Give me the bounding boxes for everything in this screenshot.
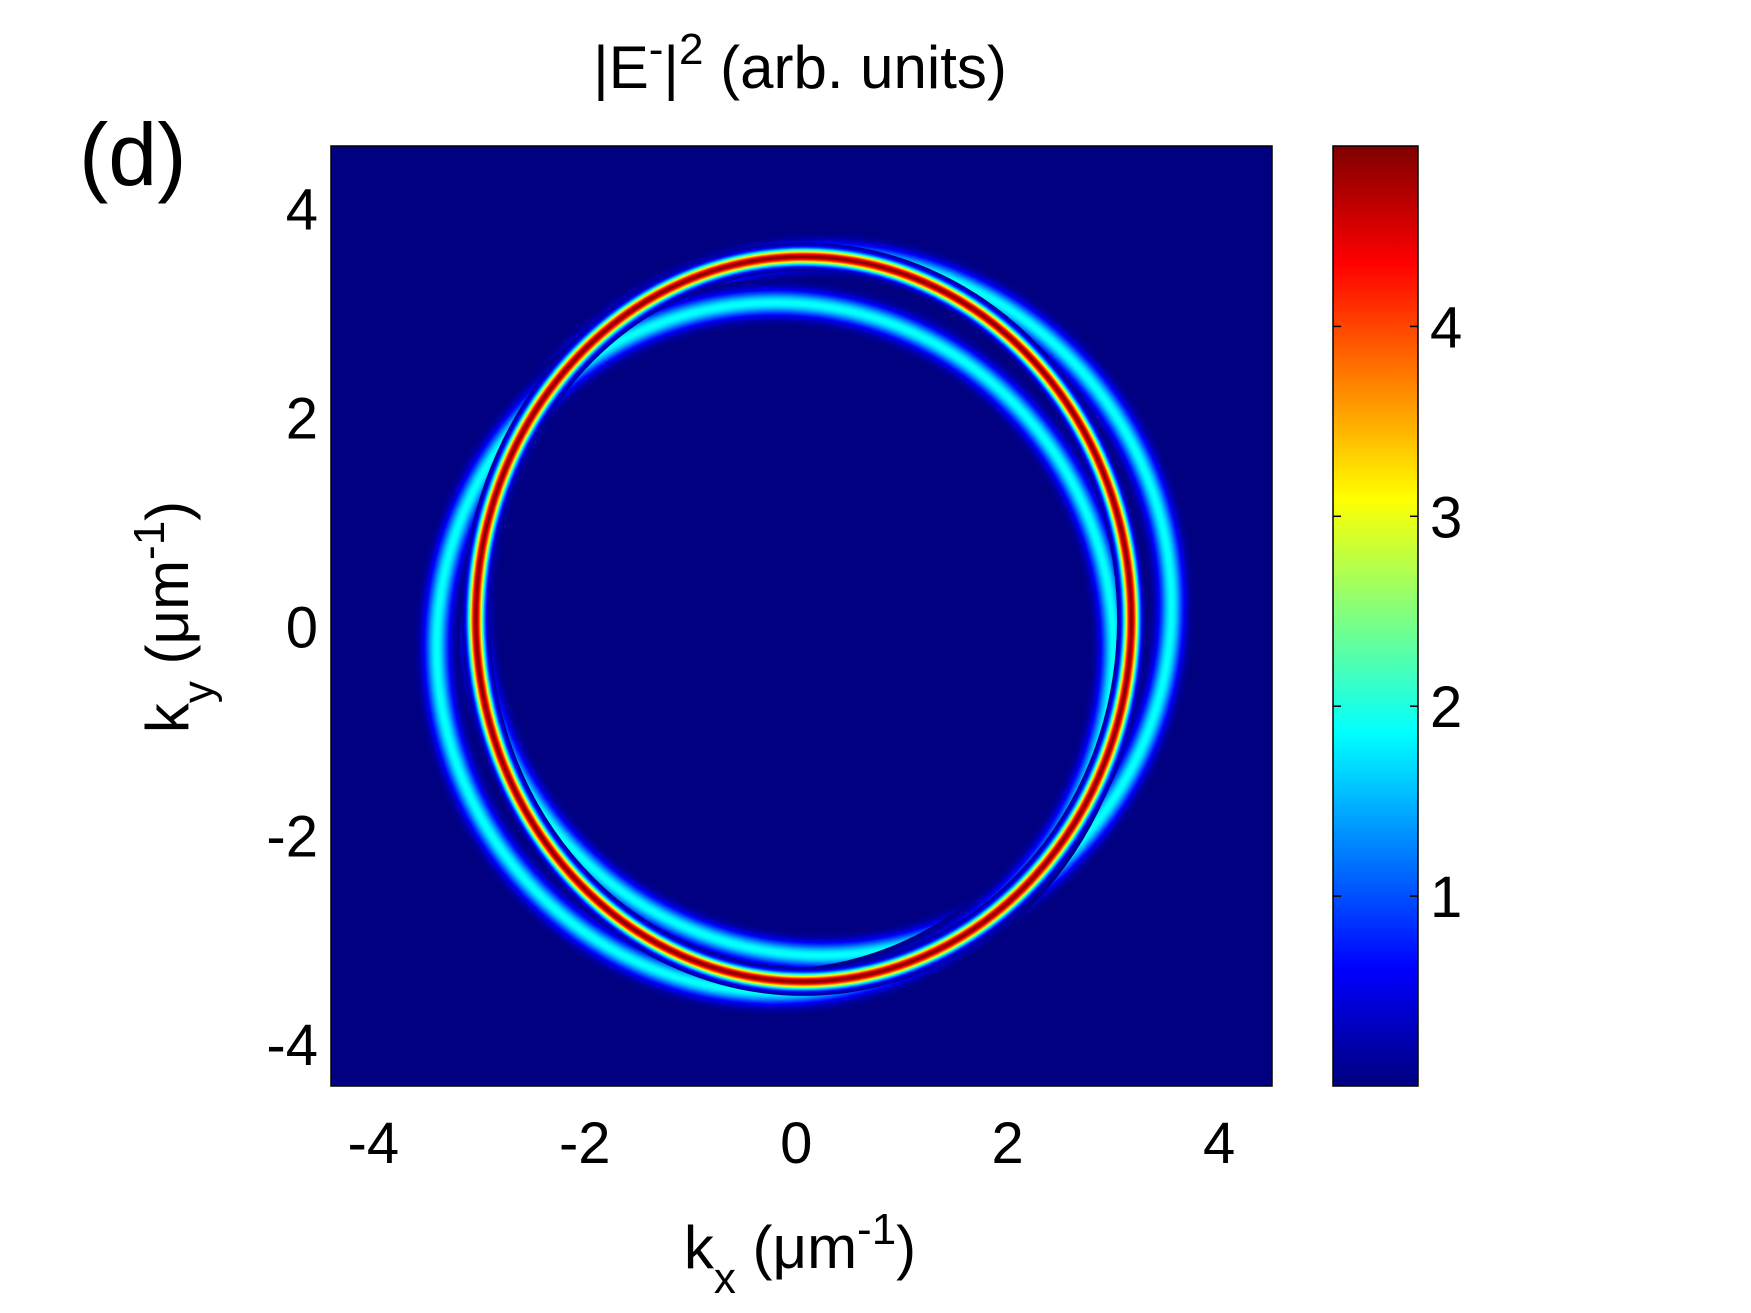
colorbar [1332, 145, 1419, 1087]
colorbar-tick-label: 3 [1430, 485, 1462, 550]
x-axis-label-part: (μm [736, 1214, 857, 1281]
chart-title-part: (arb. units) [703, 34, 1006, 101]
panel-label: (d) [79, 105, 187, 204]
x-tick-label: 0 [780, 1111, 812, 1176]
y-tick-label: 0 [286, 595, 318, 660]
y-axis-label-part: k [134, 702, 201, 733]
x-tick-label: 2 [992, 1111, 1024, 1176]
y-axis-label-part: -1 [125, 521, 174, 560]
colorbar-tick-label: 2 [1430, 675, 1462, 740]
y-axis-label-part: y [174, 681, 223, 703]
heatmap-field [413, 232, 1195, 1015]
x-tick-label: 4 [1203, 1111, 1235, 1176]
x-tick-label: -4 [348, 1111, 400, 1176]
plot-frame [330, 145, 1273, 1087]
colorbar-tick-label: 4 [1430, 295, 1462, 360]
x-axis-label: kx (μm-1) [684, 1205, 916, 1303]
ring-level [475, 255, 1133, 983]
y-tick-label: 2 [286, 387, 318, 452]
chart-title: |E-|2 (arb. units) [593, 25, 1007, 102]
chart-title-part: 2 [679, 25, 703, 74]
y-axis-label: ky (μm-1) [125, 501, 223, 733]
y-tick-label: 4 [286, 178, 318, 243]
chart-title-part: | [663, 34, 679, 101]
colorbar-tick-label: 1 [1430, 865, 1462, 930]
x-axis-label-part: -1 [857, 1205, 896, 1254]
y-axis-label-part: ) [134, 501, 201, 521]
ring [461, 242, 1146, 996]
x-axis-label-part: ) [896, 1214, 916, 1281]
chart-title-part: |E [593, 34, 649, 101]
y-tick-label: -2 [266, 804, 318, 869]
x-tick-label: -2 [559, 1111, 611, 1176]
y-axis-label-part: (μm [134, 560, 201, 681]
y-tick-label: -4 [266, 1013, 318, 1078]
x-axis-label-part: k [684, 1214, 715, 1281]
x-axis-label-part: x [714, 1254, 736, 1303]
chart-title-part: - [649, 25, 664, 74]
